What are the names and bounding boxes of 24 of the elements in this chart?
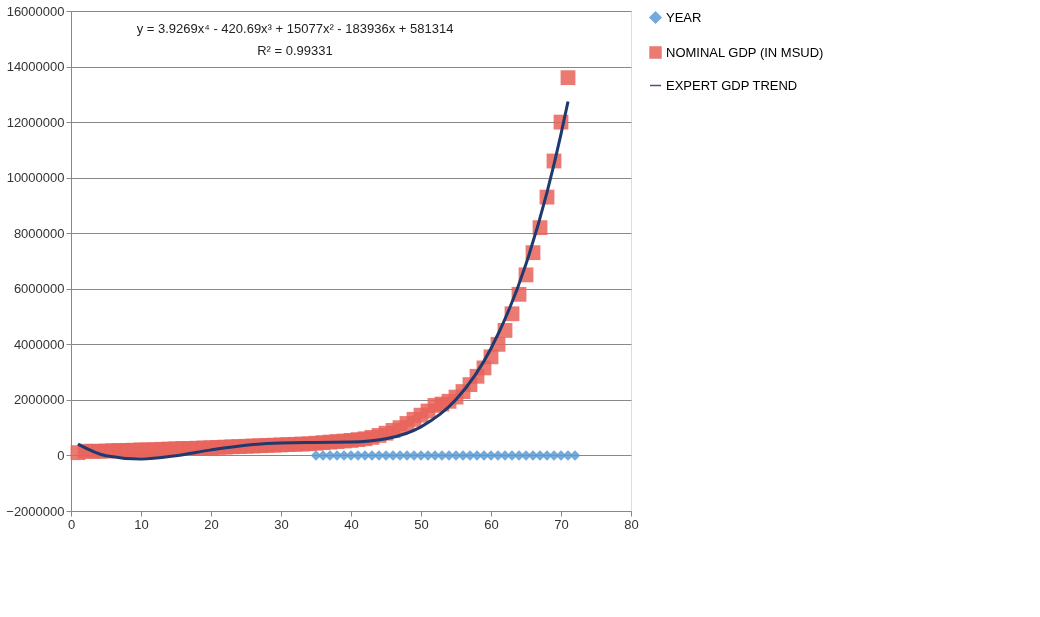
legend-label: EXPERT GDP TREND: [666, 77, 798, 93]
y-tick-label: 4000000: [13, 336, 65, 352]
y-tick-label: 2000000: [13, 392, 65, 408]
x-tick-label: 80: [624, 516, 639, 532]
x-tick-label: 20: [204, 516, 219, 532]
x-tick-label: 0: [67, 516, 76, 532]
x-tick-label: 40: [344, 516, 359, 532]
x-tick-label: 30: [274, 516, 289, 532]
y-tick-label: 12000000: [6, 114, 65, 130]
y-tick-label: 14000000: [6, 59, 65, 75]
x-tick-label: 60: [484, 516, 499, 532]
y-tick-label: 10000000: [6, 170, 65, 186]
x-tick-label: 70: [554, 516, 569, 532]
x-tick-label: 10: [134, 516, 149, 532]
annotation: y = 3.9269x⁴ - 420.69x³ + 15077x² - 183936x + 581314: [136, 21, 454, 36]
y-tick-label: 6000000: [13, 281, 65, 297]
y-tick-label: 8000000: [13, 225, 65, 241]
y-tick-label: −2000000: [6, 503, 65, 519]
y-tick-label: 0: [57, 447, 65, 463]
legend-label: YEAR: [666, 9, 702, 25]
y-tick-label: 16000000: [6, 3, 65, 19]
legend-label: NOMINAL GDP (IN MSUD): [666, 44, 824, 60]
x-tick-label: 50: [414, 516, 429, 532]
annotation: R² = 0.99331: [257, 43, 333, 58]
